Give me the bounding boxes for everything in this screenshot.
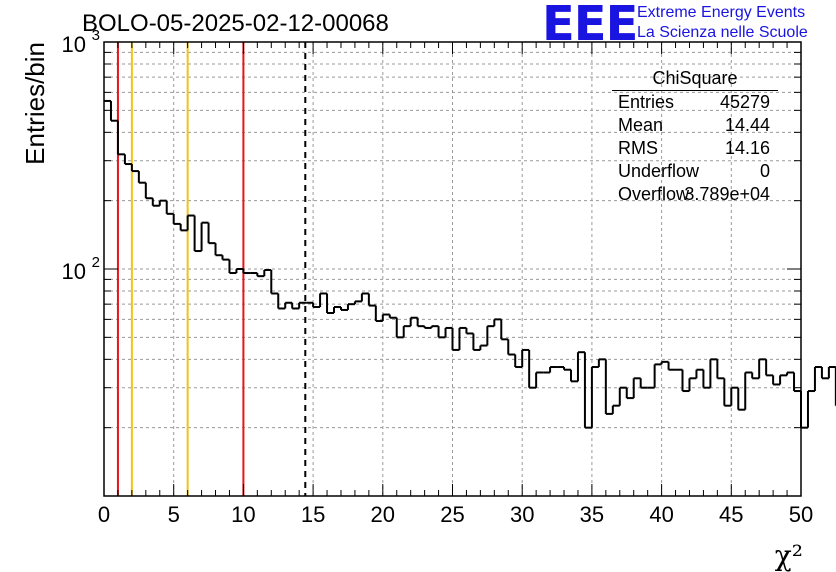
y-tick-label: 10 — [62, 259, 86, 284]
stats-row: Underflow 0 — [612, 160, 778, 183]
x-tick-label: 40 — [649, 502, 673, 527]
x-tick-label: 35 — [580, 502, 604, 527]
stats-value: 45279 — [719, 92, 770, 112]
stats-key: Overflow — [618, 184, 690, 204]
stats-value: 14.44 — [724, 115, 770, 135]
x-axis-label: χ² — [775, 539, 803, 572]
x-tick-label: 0 — [98, 502, 110, 527]
stats-value: 14.16 — [724, 138, 770, 158]
eee-logo: EEE — [542, 0, 638, 52]
axis-ticks — [103, 41, 802, 497]
x-tick-label: 5 — [168, 502, 180, 527]
stats-row: RMS 14.16 — [612, 137, 778, 160]
logo-tagline-2: La Scienza nelle Scuole — [637, 24, 808, 41]
y-axis-label: Entries/bin — [20, 42, 50, 165]
y-tick-label-exponent: 2 — [92, 254, 100, 271]
stats-row: Entries 45279 — [612, 91, 778, 114]
x-tick-label: 30 — [510, 502, 534, 527]
x-tick-label: 15 — [301, 502, 325, 527]
chart-title: BOLO-05-2025-02-12-00068 — [82, 10, 389, 37]
stats-key: RMS — [618, 138, 658, 158]
logo-tagline-1: Extreme Energy Events — [637, 4, 806, 21]
stats-value: 3.789e+04 — [684, 184, 770, 204]
stats-row: Overflow 3.789e+04 — [612, 183, 778, 206]
stats-title: ChiSquare — [612, 66, 778, 91]
y-tick-label-exponent: 3 — [92, 27, 100, 44]
x-tick-label: 50 — [789, 502, 813, 527]
x-tick-label: 10 — [231, 502, 255, 527]
stats-value: 0 — [759, 161, 770, 181]
histogram-series — [104, 99, 836, 429]
stats-key: Underflow — [618, 161, 700, 181]
x-tick-label: 45 — [719, 502, 743, 527]
stats-row: Mean 14.44 — [612, 114, 778, 137]
stats-key: Mean — [618, 115, 664, 135]
x-tick-label: 25 — [440, 502, 464, 527]
stats-key: Entries — [618, 92, 675, 112]
x-tick-label: 20 — [371, 502, 395, 527]
stats-box: ChiSquare Entries 45279 Mean 14.44 RMS 14.1… — [612, 66, 778, 206]
y-tick-label: 10 — [62, 32, 86, 57]
